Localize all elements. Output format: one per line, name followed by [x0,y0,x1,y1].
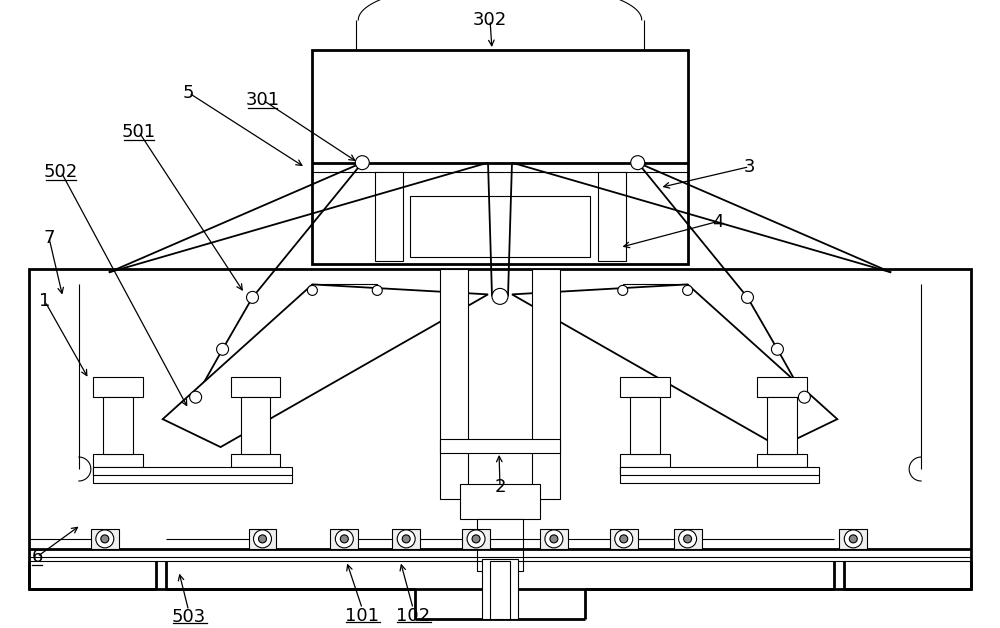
Circle shape [683,285,693,295]
Circle shape [247,291,259,303]
Text: 101: 101 [345,607,379,625]
Bar [249,529,276,549]
Text: 7: 7 [43,229,55,247]
Bar [620,454,670,474]
Circle shape [844,530,862,548]
Text: 502: 502 [44,163,78,181]
Bar [598,171,626,261]
Circle shape [372,285,382,295]
Bar [29,269,971,589]
Bar [757,454,807,474]
Circle shape [307,285,317,295]
Polygon shape [163,284,488,447]
Text: 2: 2 [494,478,506,496]
Bar [620,467,670,475]
Text: 6: 6 [31,548,43,566]
Bar [93,454,143,474]
Bar [312,50,688,264]
Bar [620,377,670,397]
Bar [231,454,280,474]
Circle shape [849,535,857,543]
Bar [532,269,560,499]
Circle shape [492,288,508,305]
Text: 503: 503 [172,608,206,625]
Circle shape [631,156,645,170]
Polygon shape [512,284,837,447]
Circle shape [355,156,369,170]
Bar [392,529,420,549]
Bar [482,559,518,619]
Circle shape [798,391,810,403]
Circle shape [259,535,266,543]
Circle shape [620,535,628,543]
Text: 301: 301 [245,91,280,109]
Bar [93,467,292,483]
Bar [91,529,119,549]
Bar [103,397,133,454]
Circle shape [550,535,558,543]
Bar [839,529,867,549]
Bar [477,519,523,571]
Bar [375,171,403,261]
Circle shape [254,530,271,548]
Text: 302: 302 [473,11,507,29]
Text: 501: 501 [122,122,156,141]
Circle shape [397,530,415,548]
Bar [610,529,638,549]
Text: 4: 4 [712,212,723,230]
Text: 3: 3 [744,158,755,176]
Circle shape [472,535,480,543]
Circle shape [618,285,628,295]
Circle shape [335,530,353,548]
Circle shape [217,344,229,355]
Bar [440,439,560,453]
Bar [460,484,540,519]
Bar [630,397,660,454]
Text: 102: 102 [396,607,430,625]
Bar [490,561,510,619]
Bar [674,529,702,549]
Circle shape [679,530,697,548]
Circle shape [771,344,783,355]
Bar [312,284,377,296]
Bar [93,467,143,475]
Circle shape [402,535,410,543]
Circle shape [101,535,109,543]
Bar [540,529,568,549]
Bar [330,529,358,549]
Circle shape [96,530,114,548]
Bar [440,269,468,499]
Circle shape [615,530,633,548]
Circle shape [684,535,692,543]
Bar [757,467,807,475]
Bar [462,529,490,549]
Circle shape [741,291,753,303]
Bar [241,397,270,454]
Bar [623,284,688,296]
Text: 1: 1 [39,293,51,310]
Bar [620,467,819,483]
Bar [410,195,590,257]
Circle shape [545,530,563,548]
Circle shape [467,530,485,548]
Bar [757,377,807,397]
Bar [231,467,280,475]
Text: 5: 5 [183,84,194,102]
Bar [231,377,280,397]
Circle shape [190,391,202,403]
Bar [93,377,143,397]
Circle shape [340,535,348,543]
Bar [767,397,797,454]
